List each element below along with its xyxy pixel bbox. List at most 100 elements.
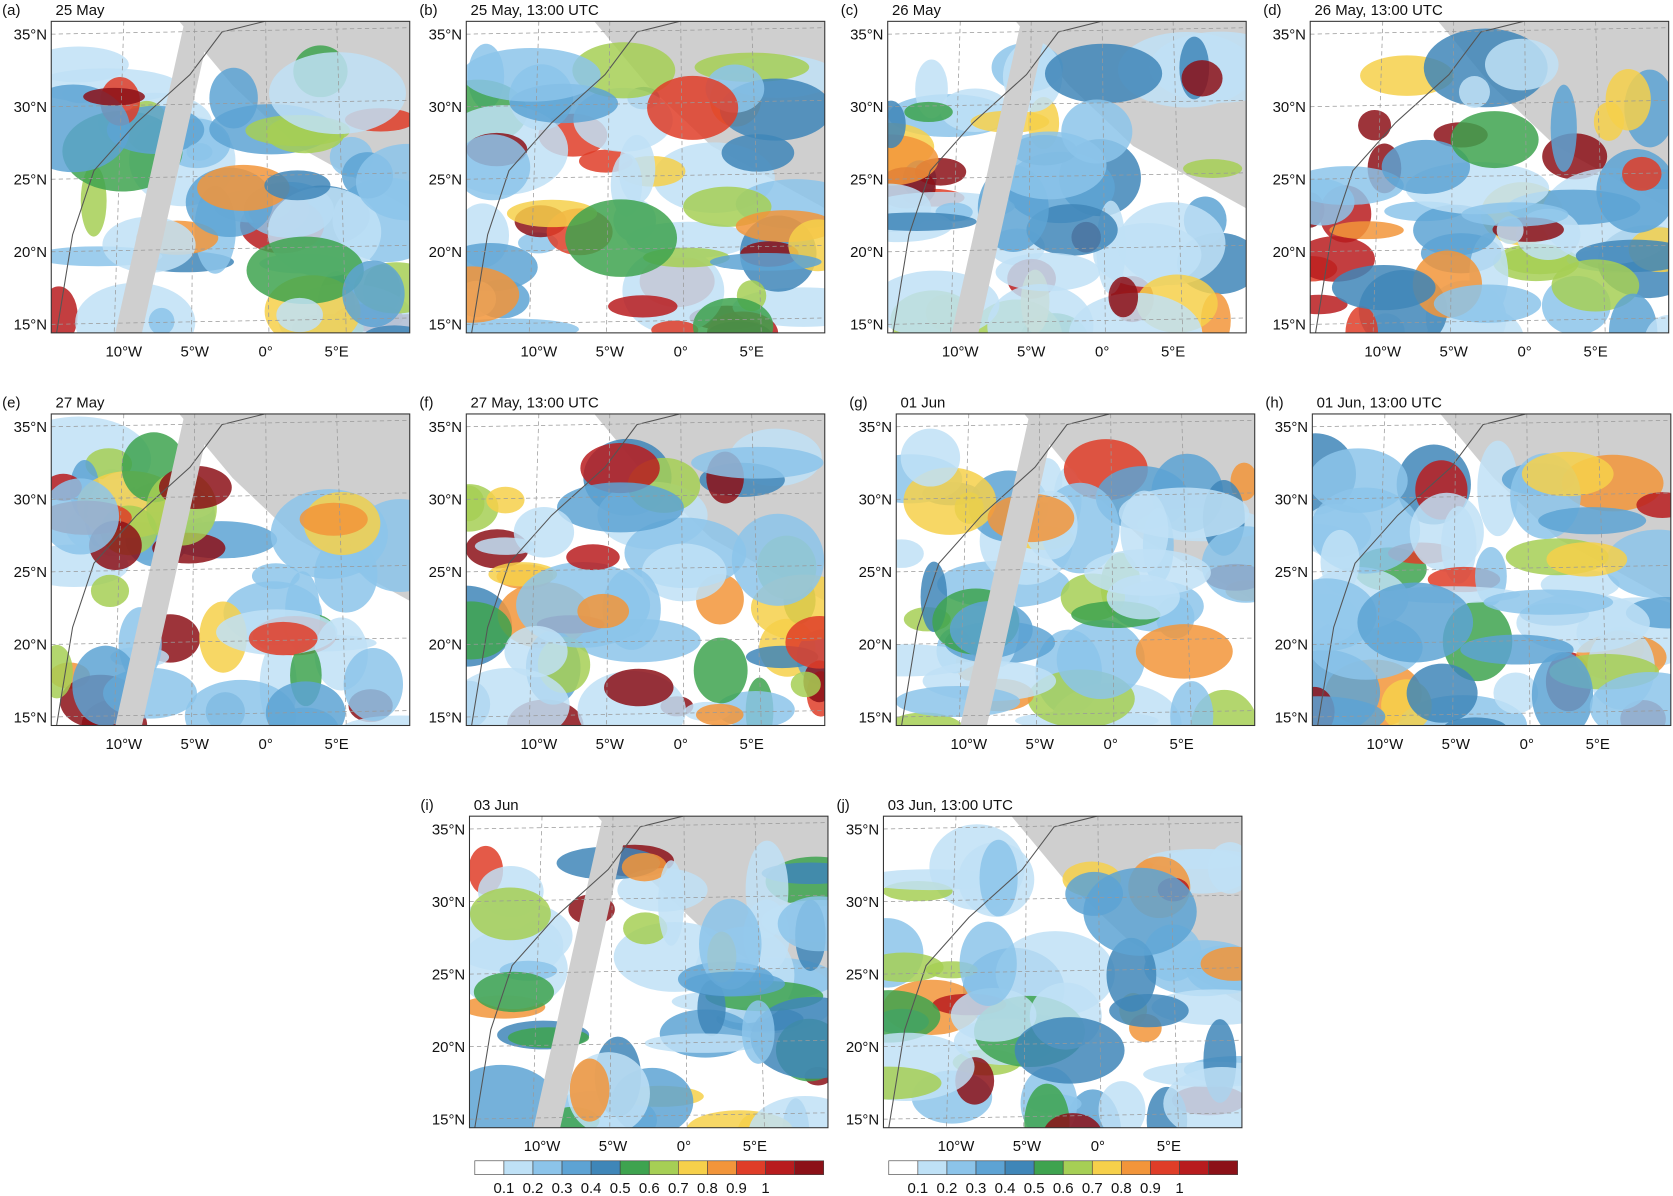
- lat-tick-label: 35°N: [432, 821, 465, 838]
- field-blob: [251, 563, 300, 589]
- field-blob: [1183, 159, 1243, 179]
- graticule: [1312, 492, 1671, 500]
- field-blob: [248, 621, 318, 656]
- field-blob: [1406, 663, 1478, 723]
- map-panel: (e) 27 May 35°N 30°N 25°N 20°N 15°N 10°W 5°W 0° 5°…: [2, 395, 411, 753]
- lon-tick-label: 10°W: [105, 343, 143, 360]
- map-area: [466, 21, 825, 333]
- field-blob: [1312, 696, 1386, 726]
- graticule: [466, 99, 825, 108]
- field-blob: [777, 896, 828, 952]
- field-blob: [1083, 867, 1197, 956]
- graticule: [51, 317, 410, 325]
- lat-tick-label: 15°N: [1275, 709, 1308, 726]
- field-blob: [883, 990, 941, 1043]
- field-blob: [1149, 31, 1247, 103]
- graticule: [466, 419, 825, 428]
- lon-tick-label: 10°W: [524, 1138, 562, 1155]
- lon-tick-label: 5°W: [1026, 736, 1055, 753]
- graticule: [1312, 637, 1671, 645]
- lat-tick-label: 25°N: [429, 564, 462, 581]
- field-blob: [623, 912, 668, 945]
- colorbar-box: [736, 1160, 766, 1175]
- field-blob: [1106, 574, 1180, 620]
- colorbar-label: 0.4: [581, 1180, 602, 1196]
- colorbar-label: 1: [1175, 1180, 1183, 1196]
- lon-tick-label: 0°: [259, 736, 273, 753]
- lat-tick-label: 25°N: [1273, 172, 1306, 189]
- graticule: [896, 565, 1255, 573]
- map-frame: [1309, 20, 1670, 334]
- lon-tick-label: 5°W: [1013, 1138, 1042, 1155]
- map-area: [469, 816, 828, 1128]
- field-blob: [731, 513, 825, 606]
- lat-tick-label: 30°N: [14, 492, 47, 509]
- field-blob: [693, 637, 748, 704]
- field-blob: [644, 1033, 761, 1053]
- colorbar-label: 0.6: [639, 1180, 660, 1196]
- lon-tick-label: 10°W: [1364, 343, 1402, 360]
- colorbar: 0.1 0.2 0.3 0.4 0.5 0.6 0.7 0.8 0.9 1: [474, 1160, 825, 1196]
- graticule: [887, 317, 1247, 325]
- field-blob: [580, 442, 660, 494]
- coastline: [901, 413, 1110, 726]
- lat-tick-label: 30°N: [846, 894, 879, 911]
- lon-tick-label: 0°: [1095, 343, 1109, 360]
- map-area: [1312, 413, 1671, 726]
- graticule: [51, 172, 410, 180]
- colorbar-box: [678, 1160, 708, 1175]
- panel-label: (g): [849, 395, 867, 412]
- lon-tick-label: 0°: [1520, 736, 1534, 753]
- colorbar-label: 0.1: [494, 1180, 515, 1196]
- field-blob: [486, 486, 525, 514]
- graticule: [466, 492, 825, 500]
- lat-tick-label: 15°N: [1273, 317, 1306, 334]
- colorbar-box: [1150, 1160, 1180, 1175]
- graticule: [466, 317, 825, 325]
- field-blob: [186, 143, 213, 161]
- field-blob: [148, 307, 175, 333]
- field-blob: [749, 1095, 828, 1128]
- field-blob: [365, 325, 410, 333]
- field-blob: [709, 252, 822, 271]
- field-blob: [264, 170, 331, 201]
- field-blob: [466, 48, 601, 102]
- field-blob: [699, 898, 762, 990]
- field-blob: [51, 46, 129, 83]
- field-blob: [896, 712, 964, 726]
- field-blob: [1441, 506, 1477, 584]
- graticule: [1310, 27, 1669, 35]
- graticule: [883, 1112, 1242, 1120]
- colorbar-label: 0.6: [1053, 1180, 1074, 1196]
- field-blob: [466, 601, 512, 660]
- field-blob: [1604, 529, 1671, 599]
- field-blob: [1345, 306, 1379, 333]
- field-blob: [355, 143, 410, 221]
- field-blob: [790, 671, 821, 698]
- lon-tick-label: 5°W: [1017, 343, 1046, 360]
- coastline: [56, 21, 265, 333]
- map-panel: (a) 25 May 35°N 30°N 25°N 20°N 15°N 10°W 5°W 0° 5°…: [2, 2, 411, 360]
- field-blob: [1044, 43, 1163, 104]
- lon-tick-label: 5°E: [325, 736, 349, 753]
- map-panel: (f) 27 May, 13:00 UTC 35°N 30°N 25°N 20°N 15°N…: [419, 395, 826, 753]
- colorbar-box: [503, 1160, 534, 1175]
- map-panel: (j) 03 Jun, 13:00 UTC 35°N 30°N 25°N 20°N 15°N…: [837, 797, 1243, 1155]
- colorbar-box: [888, 1160, 919, 1175]
- lat-tick-label: 35°N: [859, 419, 892, 436]
- panel-title: 25 May: [56, 2, 105, 19]
- field-blob: [1605, 68, 1651, 131]
- lon-tick-label: 5°W: [596, 343, 625, 360]
- field-blob: [51, 478, 120, 555]
- colorbar-label: 0.7: [668, 1180, 689, 1196]
- panel-label: (h): [1265, 395, 1283, 412]
- lat-tick-label: 25°N: [859, 564, 892, 581]
- colorbar-box: [1004, 1160, 1035, 1175]
- panel-title: 01 Jun, 13:00 UTC: [1317, 395, 1442, 412]
- colorbar-box: [707, 1160, 737, 1175]
- field-blob: [299, 502, 368, 536]
- field-blob: [504, 625, 568, 678]
- colorbar-label: 0.2: [523, 1180, 544, 1196]
- colorbar-box: [1208, 1160, 1238, 1175]
